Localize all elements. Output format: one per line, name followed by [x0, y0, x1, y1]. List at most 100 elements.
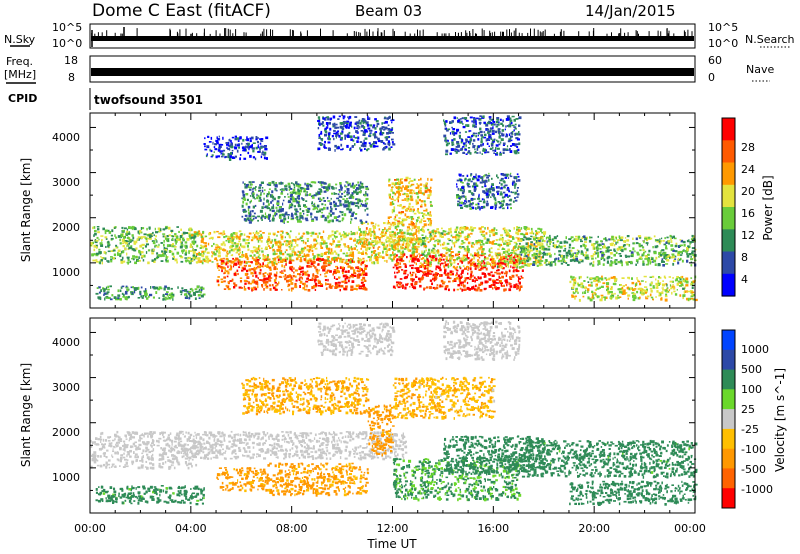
power-pixel [396, 178, 400, 181]
power-pixel [613, 250, 617, 252]
power-pixel [541, 247, 543, 251]
power-pixel [638, 257, 641, 260]
power-pixel [213, 252, 217, 256]
power-pixel [401, 256, 403, 259]
power-pixel [518, 258, 521, 262]
power-pixel [662, 283, 666, 287]
power-pixel [405, 185, 409, 189]
nsky-spike [515, 29, 517, 36]
power-pixel [557, 260, 561, 263]
power-pixel [426, 217, 429, 220]
power-pixel [563, 255, 565, 258]
power-pixel [243, 233, 246, 236]
power-pixel [428, 269, 432, 273]
power-pixel [240, 243, 242, 247]
power-pixel [370, 255, 372, 258]
power-pixel [230, 248, 234, 252]
nsky-spike [196, 33, 198, 36]
power-pixel [310, 262, 314, 265]
power-pixel [411, 183, 415, 186]
power-pixel [475, 278, 478, 281]
power-pixel [128, 242, 130, 245]
power-pixel [497, 243, 501, 246]
power-pixel [333, 137, 335, 141]
power-pixel [361, 272, 365, 275]
power-pixel [210, 136, 213, 140]
power-pixel [632, 242, 634, 245]
power-pixel [682, 249, 684, 252]
power-pixel [388, 184, 391, 187]
power-pixel [131, 239, 134, 242]
power-pixel [526, 260, 529, 263]
power-pixel [672, 283, 674, 287]
power-pixel [442, 254, 445, 257]
power-pixel [394, 275, 397, 279]
power-pixel [520, 238, 523, 241]
power-pixel [419, 191, 423, 194]
power-pixel [666, 298, 668, 302]
power-pixel [101, 257, 104, 260]
power-pixel [257, 146, 260, 149]
power-pixel [515, 268, 518, 271]
power-pixel [586, 256, 589, 259]
power-pixel [510, 265, 512, 268]
power-pixel [408, 198, 412, 201]
power-pixel [195, 290, 198, 293]
power-pixel [455, 274, 457, 277]
power-pixel [373, 250, 377, 252]
power-pixel [324, 147, 328, 149]
power-pixel [551, 261, 553, 264]
power-pixel [382, 148, 385, 151]
power-pixel [671, 240, 673, 243]
power-pixel [190, 287, 193, 290]
power-pixel [492, 260, 495, 264]
power-pixel [596, 249, 599, 252]
power-pixel [404, 178, 408, 182]
power-pixel [226, 146, 228, 149]
power-pixel [382, 256, 385, 259]
power-pixel [217, 276, 220, 278]
power-pixel [322, 117, 325, 120]
power-pixel [429, 271, 432, 273]
power-pixel [169, 297, 172, 300]
power-pixel [196, 231, 199, 234]
power-pixel [145, 237, 148, 241]
power-pixel [460, 242, 464, 245]
power-pixel [383, 247, 387, 250]
power-pixel [429, 211, 432, 214]
power-pixel [180, 293, 183, 296]
power-pixel [231, 244, 235, 247]
power-pixel [356, 270, 359, 272]
power-pixel [418, 220, 423, 224]
power-pixel [210, 155, 213, 158]
power-pixel [467, 245, 469, 249]
nsky-spike [358, 32, 360, 36]
power-pixel [646, 243, 649, 246]
power-pixel [299, 237, 301, 240]
power-pixel [661, 287, 664, 289]
power-pixel [538, 259, 540, 262]
power-pixel [519, 262, 522, 264]
power-pixel [246, 136, 248, 139]
power-pixel [440, 262, 444, 265]
power-pixel [389, 193, 391, 196]
power-pixel [577, 237, 580, 241]
power-pixel [326, 116, 329, 119]
power-pixel [477, 259, 480, 263]
power-pixel [519, 245, 523, 248]
power-pixel [385, 136, 388, 139]
power-pixel [266, 277, 269, 281]
power-pixel [385, 239, 387, 242]
power-pixel [587, 281, 590, 283]
power-pixel [570, 249, 573, 252]
power-pixel [455, 268, 458, 271]
power-pixel [354, 243, 356, 246]
power-pixel [477, 260, 481, 263]
nsky-spike [94, 33, 96, 36]
power-pixel [535, 233, 537, 237]
power-pixel [658, 276, 660, 279]
power-pixel [532, 236, 535, 238]
power-pixel [335, 123, 338, 126]
power-pixel [267, 238, 271, 242]
freq-tick-bottom: 8 [68, 71, 75, 84]
